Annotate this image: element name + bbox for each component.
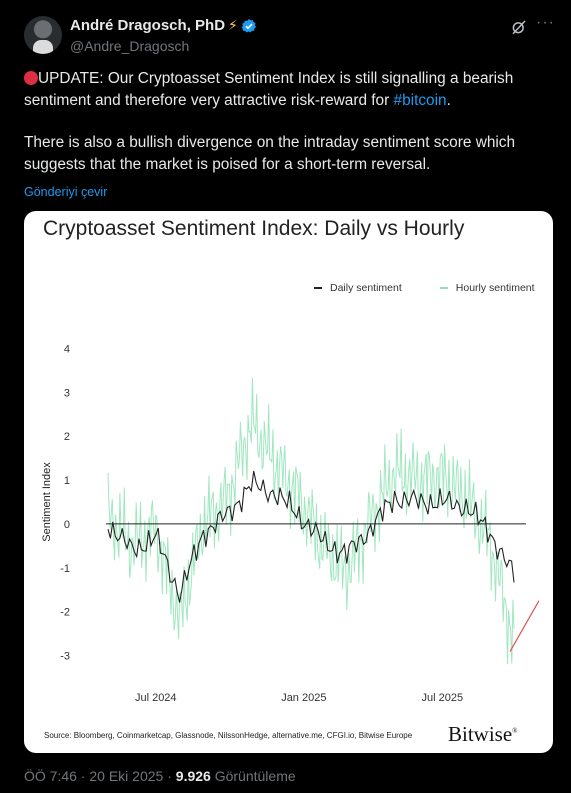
tweet-paragraph-1-end: . <box>446 92 451 109</box>
chart-source: Source: Bloomberg, Coinmarketcap, Glassn… <box>44 731 413 740</box>
tweet-date[interactable]: 20 Eki 2025 <box>89 768 164 784</box>
views-label: Görüntüleme <box>214 768 296 784</box>
author-name-row[interactable]: André Dragosch, PhD ⚡ <box>70 17 257 34</box>
y-tick-label: 0 <box>64 519 70 531</box>
brand-mark: ® <box>512 727 518 735</box>
lightning-icon: ⚡ <box>228 17 238 33</box>
series-hourly-line <box>107 377 515 665</box>
y-tick-label: 1 <box>64 475 70 487</box>
sentiment-chart: -3 -2 -1 0 1 2 3 4 Sentiment Index Jul 2024 Jan 20… <box>41 344 540 704</box>
bitwise-logo: Bitwise® <box>448 722 518 747</box>
legend-swatch-daily <box>314 287 322 289</box>
y-tick-label: 4 <box>64 344 70 356</box>
tweet-meta: ÖÖ 7:46 · 20 Eki 2025 · 9.926 Görüntülem… <box>24 768 296 784</box>
y-tick-label: -2 <box>60 607 70 619</box>
annotation-arrow <box>509 600 540 652</box>
legend-swatch-hourly <box>439 287 448 289</box>
hashtag-link[interactable]: #bitcoin <box>393 92 447 109</box>
tweet-text: UPDATE: Our Cryptoasset Sentiment Index … <box>24 68 559 176</box>
x-tick-label: Jul 2025 <box>422 692 464 704</box>
chart-image-card[interactable]: Cryptoasset Sentiment Index: Daily vs Ho… <box>24 211 553 753</box>
views-count: 9.926 <box>175 768 211 784</box>
author-handle[interactable]: @Andre_Dragosch <box>70 38 190 54</box>
legend-label-daily: Daily sentiment <box>330 282 402 294</box>
x-tick-label: Jul 2024 <box>135 692 177 704</box>
tweet-paragraph-1: UPDATE: Our Cryptoasset Sentiment Index … <box>24 68 559 112</box>
avatar[interactable] <box>24 16 62 54</box>
author-name[interactable]: André Dragosch, PhD <box>70 17 226 34</box>
y-tick-label: -1 <box>60 563 70 575</box>
series-daily-line <box>107 470 515 603</box>
brand-name: Bitwise <box>448 722 513 746</box>
grok-icon[interactable] <box>510 18 528 36</box>
x-tick-label: Jan 2025 <box>281 692 326 704</box>
y-tick-label: -3 <box>60 650 70 662</box>
verified-badge-icon <box>241 18 256 33</box>
y-tick-label: 2 <box>64 431 70 443</box>
legend-label-hourly: Hourly sentiment <box>455 282 535 294</box>
more-options-icon[interactable]: ··· <box>536 14 555 31</box>
tweet-paragraph-1-main: UPDATE: Our Cryptoasset Sentiment Index … <box>24 70 514 109</box>
y-tick-label: 3 <box>64 387 70 399</box>
y-axis-label: Sentiment Index <box>41 462 53 542</box>
legend: Daily sentiment Hourly sentiment <box>314 282 535 294</box>
tweet-time[interactable]: ÖÖ 7:46 <box>24 768 77 784</box>
translate-link[interactable]: Gönderiyi çevir <box>24 185 108 199</box>
red-circle-emoji-icon <box>24 71 38 85</box>
tweet-paragraph-2: There is also a bullish divergence on th… <box>24 134 516 173</box>
chart-title: Cryptoasset Sentiment Index: Daily vs Ho… <box>43 217 465 240</box>
